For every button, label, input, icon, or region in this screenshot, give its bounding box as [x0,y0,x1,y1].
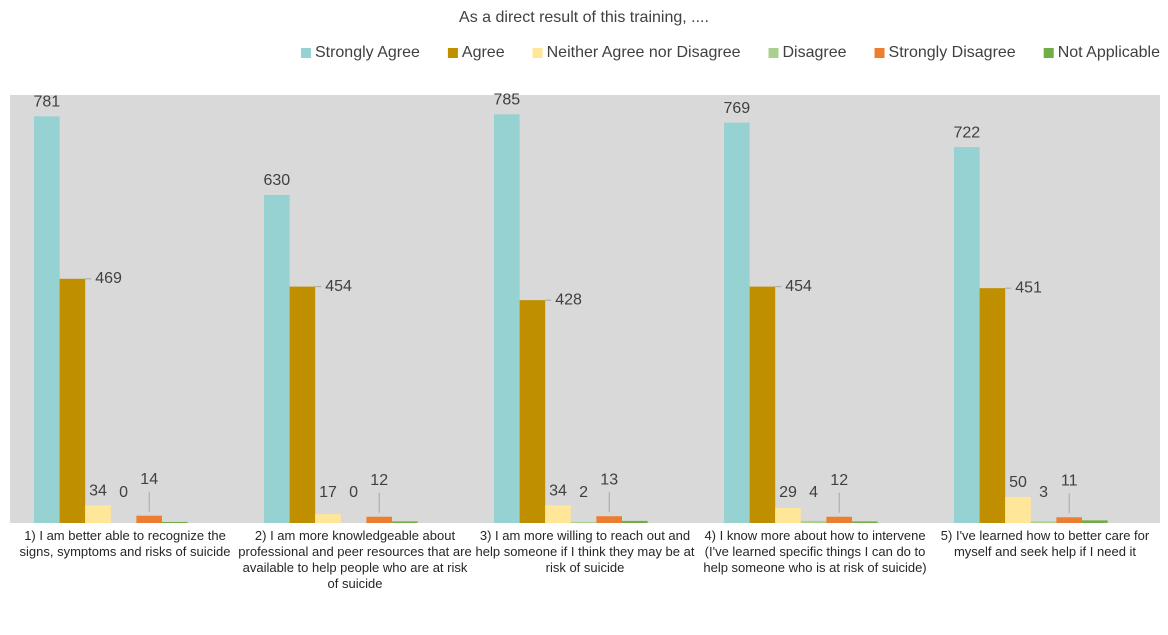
legend-label: Strongly Disagree [889,44,1016,61]
x-tick-label: 2) I am more knowledgeable about profess… [238,528,472,591]
bar [494,114,520,524]
legend-label: Neither Agree nor Disagree [547,44,741,61]
legend-swatch [532,48,543,58]
bar [596,516,622,523]
data-label: 29 [779,484,797,501]
data-label: 785 [493,91,520,108]
data-label: 769 [723,100,750,117]
data-label: 469 [95,270,122,287]
x-tick-label: 4) I know more about how to intervene (I… [703,528,927,575]
bar [85,505,111,523]
data-label: 451 [1015,279,1042,296]
data-label: 2 [579,484,588,501]
bar [1030,521,1057,523]
bar [749,286,776,523]
data-label: 13 [600,471,618,488]
data-label: 17 [319,484,337,501]
bar [1082,520,1108,523]
bar [826,516,852,523]
legend-swatch [874,48,885,58]
data-label: 50 [1009,474,1027,491]
bar [954,147,980,524]
data-label: 14 [140,471,158,488]
data-label: 428 [555,291,582,308]
data-label: 4 [809,484,818,501]
bar [800,520,827,523]
bar [289,286,316,523]
bar [1005,496,1031,523]
x-tick-label: 1) I am better able to recognize the sig… [19,528,231,559]
data-label: 0 [349,484,358,501]
bar [852,521,878,523]
data-label: 34 [549,483,567,500]
bar [264,194,290,523]
data-label: 12 [370,472,388,489]
bar [315,514,341,523]
data-label: 34 [89,483,107,500]
bar [136,515,162,523]
chart-title: As a direct result of this training, ...… [459,9,709,26]
legend-swatch [768,48,779,58]
data-label: 12 [830,472,848,489]
data-label: 454 [785,278,812,295]
data-label: 11 [1061,472,1078,489]
legend-label: Strongly Agree [315,44,420,61]
bar [34,116,60,523]
bar [59,278,86,523]
data-label: 630 [263,172,290,189]
legend-label: Disagree [783,44,847,61]
bar [519,300,546,523]
legend-swatch [300,48,311,58]
legend-label: Agree [462,44,505,61]
legend-label: Not Applicable [1058,44,1160,61]
bar [775,507,801,523]
legend-swatch [1043,48,1054,58]
x-tick-label: 5) I've learned how to better care for m… [940,528,1150,559]
data-label: 3 [1039,484,1048,501]
bar [545,505,571,523]
bar [979,288,1006,523]
bar [366,516,392,523]
bar [570,521,597,523]
bar [162,521,188,523]
legend-swatch [447,48,458,58]
data-label: 781 [33,94,60,111]
bar [392,521,418,523]
bar [1056,517,1082,523]
data-label: 0 [119,484,128,501]
bar [622,520,648,523]
x-tick-label: 3) I am more willing to reach out and he… [475,528,695,575]
data-label: 454 [325,278,352,295]
data-label: 722 [953,124,980,141]
bar [724,122,750,524]
